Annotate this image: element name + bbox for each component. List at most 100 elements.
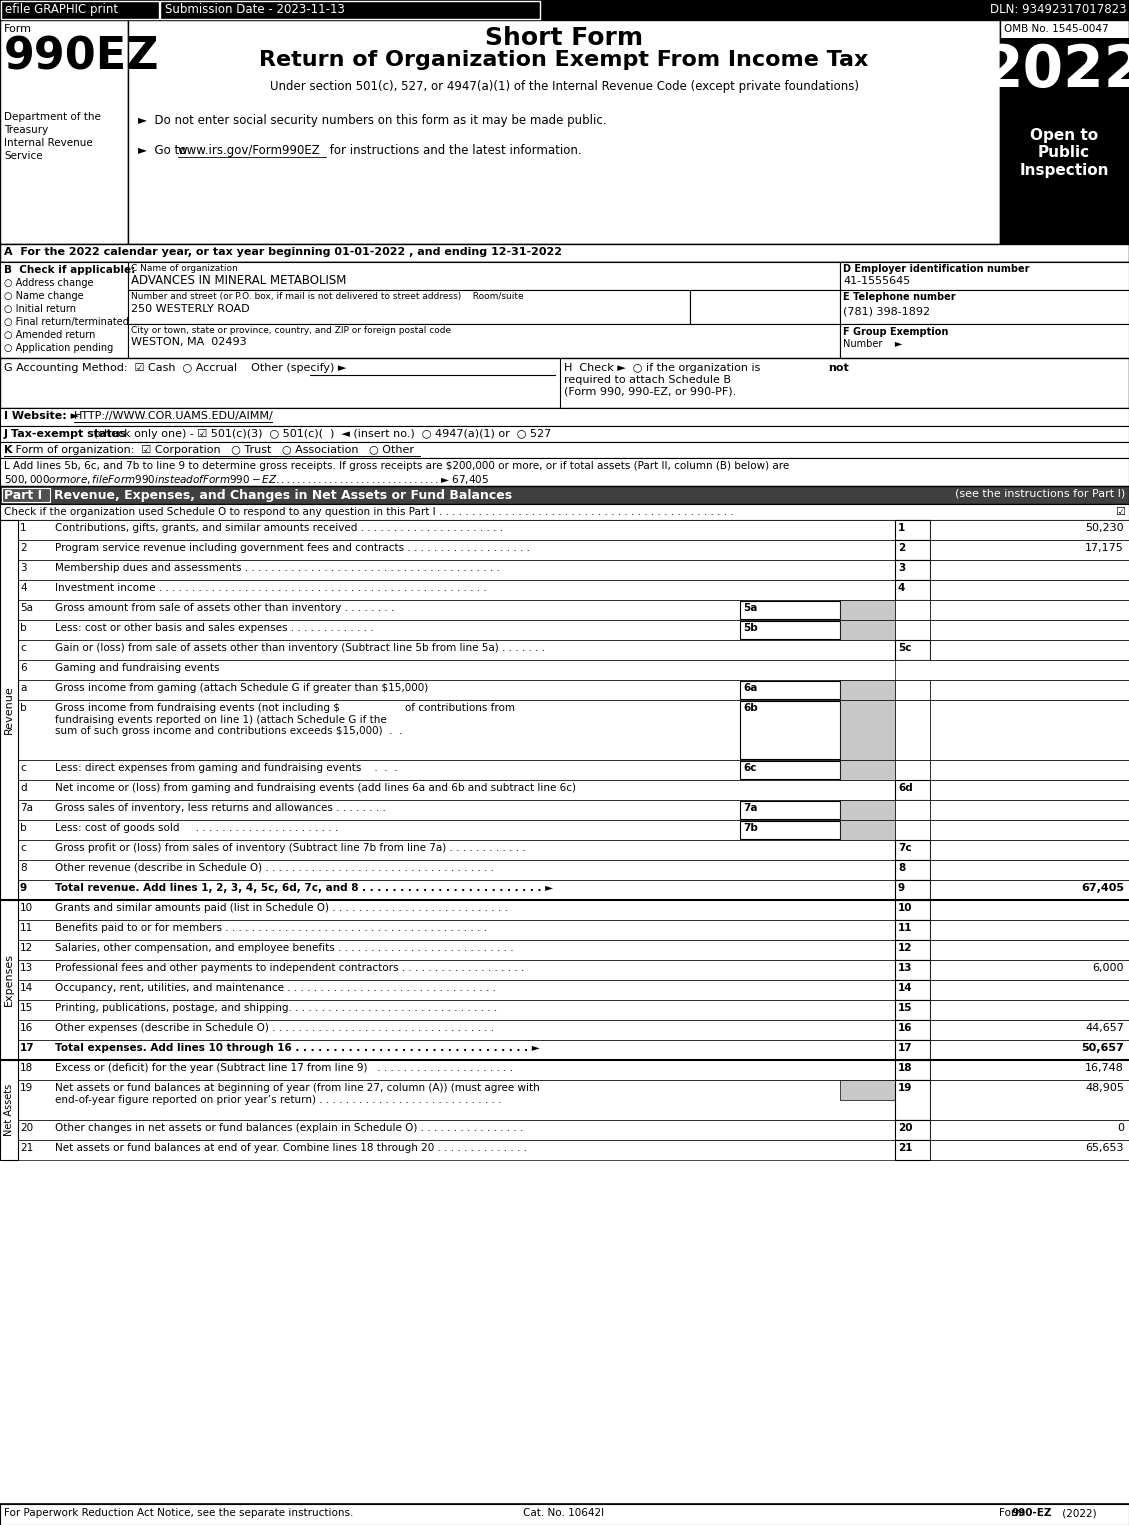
Bar xyxy=(18,520,1129,540)
Bar xyxy=(840,323,1129,358)
Text: Expenses: Expenses xyxy=(5,953,14,1006)
Bar xyxy=(930,1141,1129,1161)
Text: Gaming and fundraising events: Gaming and fundraising events xyxy=(55,663,219,673)
Bar xyxy=(895,880,930,900)
Text: Form of organization:  ☑ Corporation   ○ Trust   ○ Association   ○ Other: Form of organization: ☑ Corporation ○ Tr… xyxy=(12,445,414,454)
Bar xyxy=(930,1060,1129,1080)
Text: 6d: 6d xyxy=(898,782,912,793)
Text: 19: 19 xyxy=(20,1083,33,1093)
Bar xyxy=(895,801,930,820)
Text: 14: 14 xyxy=(898,984,912,993)
Text: a: a xyxy=(20,683,26,692)
Bar xyxy=(895,1080,930,1119)
Bar xyxy=(840,759,895,779)
Bar xyxy=(18,1119,1129,1141)
Bar xyxy=(18,599,1129,621)
Text: Benefits paid to or for members . . . . . . . . . . . . . . . . . . . . . . . . : Benefits paid to or for members . . . . … xyxy=(55,923,487,933)
Bar xyxy=(0,262,1129,358)
Text: 17,175: 17,175 xyxy=(1085,543,1124,554)
Bar xyxy=(690,290,840,323)
Text: 6,000: 6,000 xyxy=(1093,962,1124,973)
Text: b: b xyxy=(20,624,27,633)
Text: Other revenue (describe in Schedule O) . . . . . . . . . . . . . . . . . . . . .: Other revenue (describe in Schedule O) .… xyxy=(55,863,495,872)
Text: 7a: 7a xyxy=(20,804,33,813)
Text: 9: 9 xyxy=(20,883,27,894)
Bar xyxy=(930,1119,1129,1141)
Text: 50,230: 50,230 xyxy=(1085,523,1124,534)
Bar xyxy=(895,520,930,540)
Bar xyxy=(930,900,1129,920)
Text: E Telephone number: E Telephone number xyxy=(843,291,955,302)
Text: Investment income . . . . . . . . . . . . . . . . . . . . . . . . . . . . . . . : Investment income . . . . . . . . . . . … xyxy=(55,583,487,593)
Bar xyxy=(895,759,930,779)
Bar xyxy=(739,682,840,698)
Bar xyxy=(895,920,930,939)
Text: 15: 15 xyxy=(20,1003,33,1013)
Text: F Group Exemption: F Group Exemption xyxy=(843,326,948,337)
Text: City or town, state or province, country, and ZIP or foreign postal code: City or town, state or province, country… xyxy=(131,326,452,336)
Bar xyxy=(895,540,930,560)
Bar xyxy=(1000,38,1129,122)
Text: Department of the: Department of the xyxy=(5,111,100,122)
Text: Gross amount from sale of assets other than inventory . . . . . . . .: Gross amount from sale of assets other t… xyxy=(55,602,394,613)
Text: 16,748: 16,748 xyxy=(1085,1063,1124,1074)
Bar xyxy=(18,939,1129,961)
Text: Treasury: Treasury xyxy=(5,125,49,136)
Text: Net Assets: Net Assets xyxy=(5,1084,14,1136)
Bar xyxy=(895,700,930,759)
Text: not: not xyxy=(828,363,849,374)
Text: Net income or (loss) from gaming and fundraising events (add lines 6a and 6b and: Net income or (loss) from gaming and fun… xyxy=(55,782,576,793)
Text: 16: 16 xyxy=(20,1023,33,1032)
Text: 7c: 7c xyxy=(898,843,911,852)
Text: ○ Address change: ○ Address change xyxy=(5,278,94,288)
Bar xyxy=(128,290,690,323)
Bar xyxy=(739,601,840,619)
Bar xyxy=(0,1060,18,1161)
Text: B  Check if applicable:: B Check if applicable: xyxy=(5,265,135,274)
Text: 15: 15 xyxy=(898,1003,912,1013)
Text: 3: 3 xyxy=(20,563,27,573)
Text: 50,657: 50,657 xyxy=(1082,1043,1124,1052)
Text: Gross profit or (loss) from sales of inventory (Subtract line 7b from line 7a) .: Gross profit or (loss) from sales of inv… xyxy=(55,843,526,852)
Bar xyxy=(895,779,930,801)
Text: 7b: 7b xyxy=(743,824,758,833)
Bar xyxy=(895,840,930,860)
Text: 4: 4 xyxy=(898,583,905,593)
Text: 5a: 5a xyxy=(743,602,758,613)
Text: 1: 1 xyxy=(898,523,905,534)
Text: 10: 10 xyxy=(898,903,912,913)
Text: 7a: 7a xyxy=(743,804,758,813)
Bar xyxy=(840,680,895,700)
Bar xyxy=(930,580,1129,599)
Text: ADVANCES IN MINERAL METABOLISM: ADVANCES IN MINERAL METABOLISM xyxy=(131,274,347,287)
Text: Open to
Public
Inspection: Open to Public Inspection xyxy=(1019,128,1109,178)
Text: 2022: 2022 xyxy=(983,43,1129,99)
Bar xyxy=(895,1141,930,1161)
Bar xyxy=(18,560,1129,580)
Bar xyxy=(0,442,1129,457)
Bar xyxy=(18,1040,1129,1060)
Bar xyxy=(895,1119,930,1141)
Text: Contributions, gifts, grants, and similar amounts received . . . . . . . . . . .: Contributions, gifts, grants, and simila… xyxy=(55,523,504,534)
Text: 16: 16 xyxy=(898,1023,912,1032)
Text: Gross income from fundraising events (not including $                    of cont: Gross income from fundraising events (no… xyxy=(55,703,515,737)
Text: Salaries, other compensation, and employee benefits . . . . . . . . . . . . . . : Salaries, other compensation, and employ… xyxy=(55,942,514,953)
Bar xyxy=(930,540,1129,560)
Text: G Accounting Method:  ☑ Cash  ○ Accrual    Other (specify) ►: G Accounting Method: ☑ Cash ○ Accrual Ot… xyxy=(5,363,347,374)
Text: 8: 8 xyxy=(898,863,905,872)
Bar xyxy=(930,939,1129,961)
Bar xyxy=(895,939,930,961)
Bar xyxy=(18,1000,1129,1020)
Bar xyxy=(930,599,1129,621)
Text: I Website: ►: I Website: ► xyxy=(5,412,79,421)
Bar xyxy=(930,621,1129,640)
Text: Revenue, Expenses, and Changes in Net Assets or Fund Balances: Revenue, Expenses, and Changes in Net As… xyxy=(54,490,513,502)
Bar xyxy=(0,20,128,244)
Text: Short Form: Short Form xyxy=(485,26,644,50)
Text: Cat. No. 10642I: Cat. No. 10642I xyxy=(524,1508,604,1517)
Text: 2: 2 xyxy=(898,543,905,554)
Bar xyxy=(18,840,1129,860)
Text: For Paperwork Reduction Act Notice, see the separate instructions.: For Paperwork Reduction Act Notice, see … xyxy=(5,1508,353,1517)
Text: ○ Name change: ○ Name change xyxy=(5,291,84,300)
Text: 13: 13 xyxy=(898,962,912,973)
